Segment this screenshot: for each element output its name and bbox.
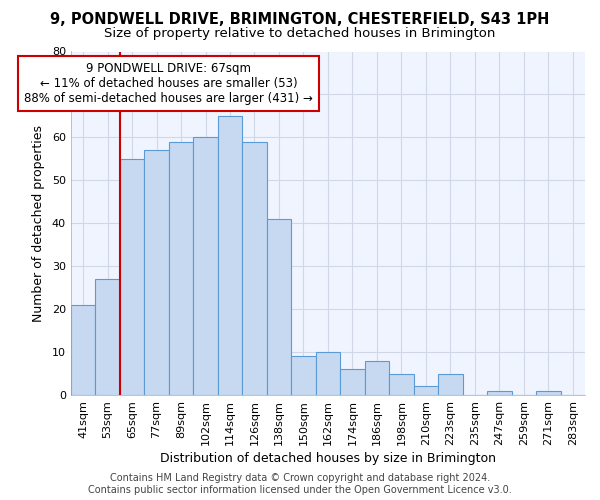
Bar: [291, 356, 316, 395]
Text: 9 PONDWELL DRIVE: 67sqm
← 11% of detached houses are smaller (53)
88% of semi-de: 9 PONDWELL DRIVE: 67sqm ← 11% of detache…: [25, 62, 313, 105]
Bar: [95, 279, 120, 395]
Bar: [487, 391, 512, 395]
Bar: [340, 370, 365, 395]
Bar: [267, 219, 291, 395]
Bar: [218, 116, 242, 395]
Bar: [120, 159, 145, 395]
Bar: [145, 150, 169, 395]
Bar: [169, 142, 193, 395]
Bar: [438, 374, 463, 395]
Bar: [389, 374, 413, 395]
Bar: [365, 360, 389, 395]
Text: Contains HM Land Registry data © Crown copyright and database right 2024.
Contai: Contains HM Land Registry data © Crown c…: [88, 474, 512, 495]
X-axis label: Distribution of detached houses by size in Brimington: Distribution of detached houses by size …: [160, 452, 496, 465]
Bar: [242, 142, 267, 395]
Bar: [193, 138, 218, 395]
Text: Size of property relative to detached houses in Brimington: Size of property relative to detached ho…: [104, 28, 496, 40]
Bar: [536, 391, 560, 395]
Bar: [413, 386, 438, 395]
Bar: [316, 352, 340, 395]
Text: 9, PONDWELL DRIVE, BRIMINGTON, CHESTERFIELD, S43 1PH: 9, PONDWELL DRIVE, BRIMINGTON, CHESTERFI…: [50, 12, 550, 28]
Y-axis label: Number of detached properties: Number of detached properties: [32, 125, 45, 322]
Bar: [71, 305, 95, 395]
